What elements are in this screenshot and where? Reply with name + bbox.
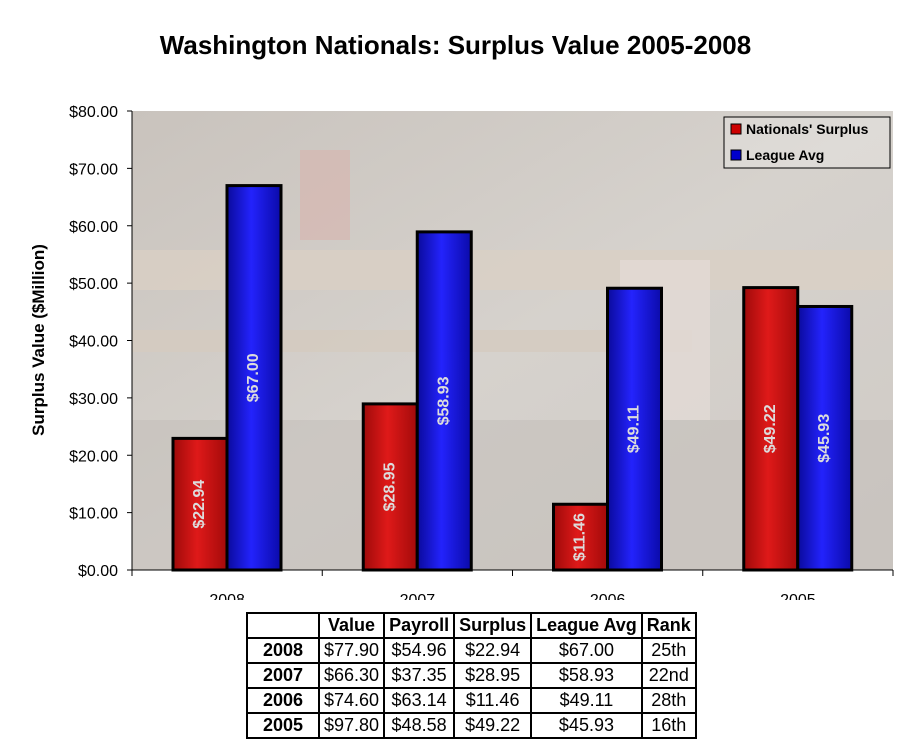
legend-swatch-nationals-surplus <box>730 123 742 135</box>
bar-league-avg <box>796 304 854 572</box>
bar-nationals-surplus <box>361 402 419 572</box>
chart-title: Washington Nationals: Surplus Value 2005… <box>159 30 752 60</box>
table-cell: $54.96 <box>383 637 456 664</box>
table-cell: 25th <box>640 637 697 664</box>
table-header-cell: Value <box>317 612 386 639</box>
table-cell: $28.95 <box>453 662 533 689</box>
legend-swatch-league-avg <box>730 149 742 161</box>
table-cell: $97.80 <box>317 712 386 739</box>
table-cell: 28th <box>640 687 697 714</box>
table-header-cell: Surplus <box>453 612 533 639</box>
y-tick-label: $30.00 <box>69 391 118 408</box>
y-tick-label: $60.00 <box>69 219 118 236</box>
x-tick-label: 2007 <box>400 592 436 600</box>
y-tick-label: $70.00 <box>69 161 118 178</box>
bar-league-avg <box>415 230 473 572</box>
table-header-cell: League Avg <box>530 612 643 639</box>
y-tick-label: $20.00 <box>69 448 118 465</box>
x-tick-label: 2005 <box>780 592 816 600</box>
table-cell: $77.90 <box>317 637 386 664</box>
table-cell: $37.35 <box>383 662 456 689</box>
table-cell: $48.58 <box>383 712 456 739</box>
bar-data-label: $49.22 <box>762 404 779 453</box>
bar-data-label: $45.93 <box>816 414 833 463</box>
legend-label-nationals-surplus: Nationals' Surplus <box>746 121 869 137</box>
legend: Nationals' Surplus League Avg <box>723 116 891 169</box>
bar-league-avg <box>225 184 283 572</box>
table-cell: $66.30 <box>317 662 386 689</box>
table-header-cell: Rank <box>640 612 697 639</box>
table-cell: 16th <box>640 712 697 739</box>
bar-data-label: $11.46 <box>572 513 589 561</box>
table-cell: $49.11 <box>530 687 643 714</box>
y-tick-label: $40.00 <box>69 334 118 351</box>
data-table: Value Payroll Surplus League Avg Rank 20… <box>246 612 697 739</box>
table-header-cell <box>246 612 320 639</box>
table-cell: 22nd <box>640 662 697 689</box>
table-cell: $67.00 <box>530 637 643 664</box>
x-tick-label: 2008 <box>209 592 245 600</box>
table-cell: $58.93 <box>530 662 643 689</box>
y-tick-label: $10.00 <box>69 506 118 523</box>
bar-league-avg <box>606 286 663 572</box>
table-header-row: Value Payroll Surplus League Avg Rank <box>246 612 697 639</box>
table-cell: $63.14 <box>383 687 456 714</box>
bar-data-label: $49.11 <box>626 405 643 453</box>
y-axis-label: Surplus Value ($Million) <box>29 244 48 436</box>
table-row: 2007 $66.30 $37.35 $28.95 $58.93 22nd <box>246 662 697 689</box>
table-row: 2008 $77.90 $54.96 $22.94 $67.00 25th <box>246 637 697 664</box>
table-cell: $22.94 <box>453 637 533 664</box>
y-tick-label: $50.00 <box>69 276 118 293</box>
bar-nationals-surplus <box>171 436 229 572</box>
y-tick-label: $80.00 <box>69 104 118 121</box>
bar-data-label: $67.00 <box>245 353 262 402</box>
y-tick-label: $0.00 <box>78 563 118 580</box>
table-cell: $45.93 <box>530 712 643 739</box>
x-tick-label: 2006 <box>590 592 626 600</box>
table-cell-year: 2006 <box>246 687 320 714</box>
chart: $0.00 $10.00 $20.00 $30.00 $40.00 $50.00 $60.0… <box>29 104 894 600</box>
table-cell: $49.22 <box>453 712 533 739</box>
table-cell-year: 2007 <box>246 662 320 689</box>
bar-data-label: $58.93 <box>435 376 452 425</box>
table-row: 2006 $74.60 $63.14 $11.46 $49.11 28th <box>246 687 697 714</box>
table-cell-year: 2008 <box>246 637 320 664</box>
table-row: 2005 $97.80 $48.58 $49.22 $45.93 16th <box>246 712 697 739</box>
bar-data-label: $22.94 <box>191 480 208 529</box>
bar-nationals-surplus <box>742 286 800 572</box>
legend-label-league-avg: League Avg <box>746 147 824 163</box>
table-header-cell: Payroll <box>383 612 456 639</box>
table-cell-year: 2005 <box>246 712 320 739</box>
bar-data-label: $28.95 <box>381 462 398 511</box>
table-cell: $74.60 <box>317 687 386 714</box>
table-cell: $11.46 <box>453 687 533 714</box>
